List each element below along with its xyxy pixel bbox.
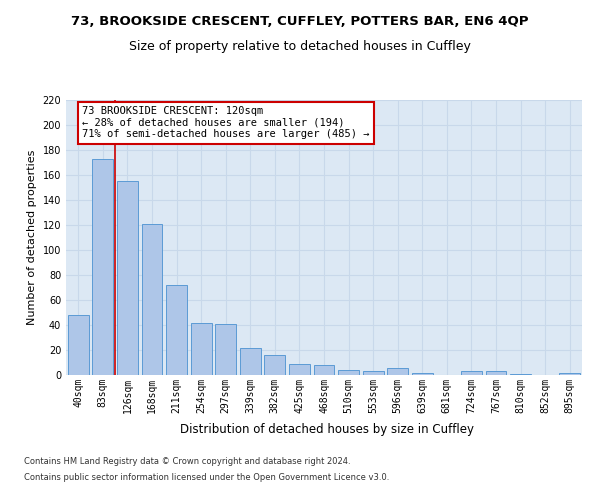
Bar (314, 365, 334, 375)
Text: Distribution of detached houses by size in Cuffley: Distribution of detached houses by size … (180, 422, 474, 436)
Text: Size of property relative to detached houses in Cuffley: Size of property relative to detached ho… (129, 40, 471, 53)
Bar (289, 364, 310, 375)
Text: Contains public sector information licensed under the Open Government Licence v3: Contains public sector information licen… (24, 472, 389, 482)
Text: 73 BROOKSIDE CRESCENT: 120sqm
← 28% of detached houses are smaller (194)
71% of : 73 BROOKSIDE CRESCENT: 120sqm ← 28% of d… (82, 106, 370, 140)
Text: 73, BROOKSIDE CRESCENT, CUFFLEY, POTTERS BAR, EN6 4QP: 73, BROOKSIDE CRESCENT, CUFFLEY, POTTERS… (71, 15, 529, 28)
Bar (92, 159, 113, 375)
Y-axis label: Number of detached properties: Number of detached properties (27, 150, 37, 325)
Bar (338, 370, 359, 375)
Bar (215, 324, 236, 375)
Bar (166, 285, 187, 375)
Bar (362, 371, 383, 375)
Bar (265, 355, 286, 375)
Bar (461, 371, 482, 375)
Bar (142, 224, 163, 375)
Bar (387, 368, 408, 375)
Bar (412, 372, 433, 375)
Bar (117, 181, 138, 375)
Bar (68, 315, 89, 375)
Bar (510, 374, 531, 375)
Bar (191, 322, 212, 375)
Bar (485, 371, 506, 375)
Bar (559, 372, 580, 375)
Text: Contains HM Land Registry data © Crown copyright and database right 2024.: Contains HM Land Registry data © Crown c… (24, 458, 350, 466)
Bar (240, 348, 261, 375)
